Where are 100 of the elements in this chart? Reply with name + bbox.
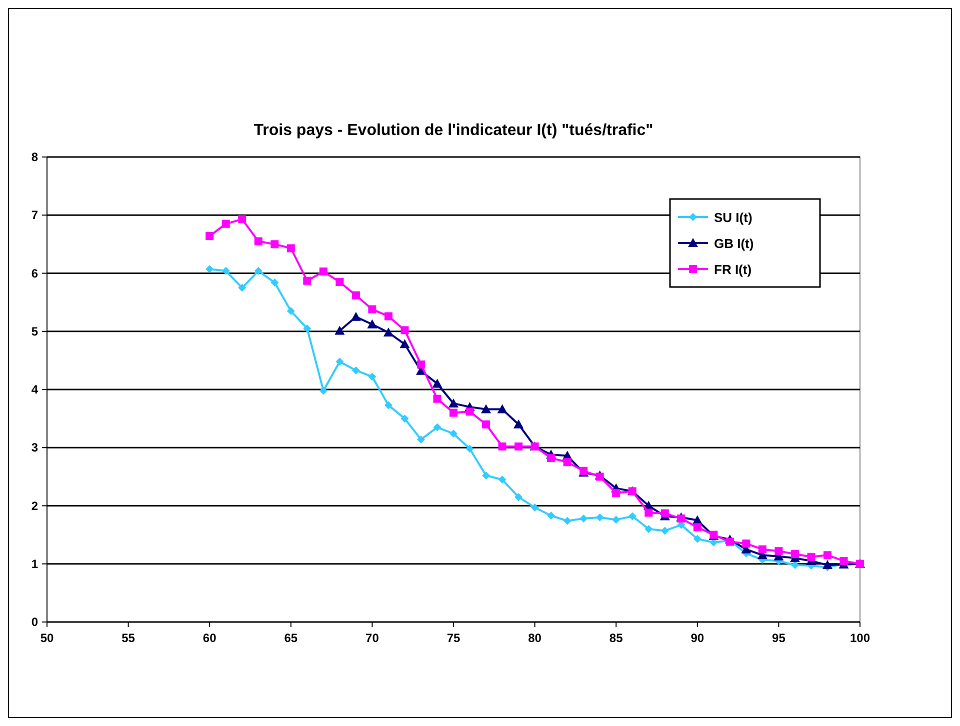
point	[530, 503, 539, 512]
point	[286, 244, 295, 252]
point	[432, 378, 442, 388]
point	[400, 339, 410, 348]
point	[823, 551, 832, 560]
y-tick-label: 0	[31, 615, 38, 629]
point	[238, 215, 246, 224]
point	[677, 514, 686, 523]
point	[758, 545, 766, 554]
x-tick-label: 80	[528, 631, 542, 645]
legend-label: FR I(t)	[714, 262, 752, 277]
y-tick-label: 7	[31, 208, 38, 222]
legend-label: GB I(t)	[714, 236, 754, 251]
point	[693, 523, 702, 532]
y-tick-label: 2	[31, 498, 38, 513]
point	[498, 442, 506, 450]
point	[238, 284, 246, 292]
point	[774, 547, 783, 556]
point	[350, 312, 361, 321]
point	[206, 232, 214, 240]
point	[790, 561, 799, 570]
point	[612, 516, 620, 524]
chart-title: Trois pays - Evolution de l'indicateur I(t) "tués/trafic"	[254, 122, 654, 139]
point	[222, 266, 230, 275]
point	[466, 444, 474, 453]
y-tick-label: 5	[31, 324, 38, 338]
point	[644, 525, 653, 533]
point	[286, 307, 295, 316]
point	[368, 305, 376, 314]
point	[368, 372, 376, 381]
point	[336, 278, 344, 286]
point	[807, 552, 816, 561]
point	[416, 360, 425, 369]
point	[367, 319, 378, 328]
x-tick-label: 100	[850, 631, 870, 645]
point	[206, 265, 214, 274]
x-tick-label: 50	[40, 631, 54, 645]
point	[481, 404, 492, 414]
point	[466, 408, 474, 416]
point	[563, 516, 572, 525]
y-tick-label: 8	[31, 150, 38, 164]
point	[384, 312, 392, 320]
point	[416, 435, 425, 444]
point	[628, 512, 636, 520]
point	[693, 534, 702, 543]
point	[822, 560, 832, 570]
point	[352, 366, 360, 374]
point	[547, 454, 556, 462]
point	[384, 401, 392, 410]
point	[742, 540, 750, 548]
x-tick-label: 65	[284, 631, 298, 645]
point	[254, 266, 262, 275]
point	[482, 420, 490, 428]
point	[334, 326, 345, 335]
point	[303, 276, 312, 285]
point	[450, 408, 458, 417]
point	[547, 512, 556, 520]
x-tick-label: 85	[609, 631, 624, 645]
point	[497, 404, 508, 414]
y-tick-label: 3	[31, 440, 38, 455]
point	[400, 326, 409, 334]
point	[660, 509, 669, 518]
point	[319, 386, 328, 395]
point	[270, 278, 279, 287]
point	[612, 488, 620, 497]
legend-label: SU I(t)	[714, 210, 752, 225]
point	[383, 328, 394, 337]
point	[514, 493, 523, 502]
point	[514, 442, 523, 450]
point	[433, 394, 442, 403]
point	[644, 508, 653, 517]
point	[433, 423, 442, 432]
y-tick-label: 1	[31, 556, 38, 571]
point	[482, 472, 490, 480]
point	[450, 430, 458, 438]
x-tick-label: 55	[122, 631, 136, 645]
point	[336, 358, 344, 366]
point	[514, 419, 524, 428]
point	[580, 514, 588, 523]
point	[319, 268, 328, 276]
point	[254, 237, 262, 246]
point	[448, 398, 458, 408]
point	[563, 458, 572, 466]
point	[660, 526, 669, 535]
x-tick-label: 90	[690, 631, 704, 645]
x-tick-label: 60	[202, 631, 217, 645]
point	[270, 240, 279, 248]
y-tick-label: 4	[31, 382, 38, 396]
point	[400, 414, 409, 423]
point	[222, 220, 230, 228]
point	[303, 324, 312, 332]
point	[840, 556, 848, 565]
point	[596, 513, 604, 522]
x-tick-label: 75	[446, 631, 460, 645]
x-tick-label: 95	[772, 631, 786, 645]
x-tick-label: 70	[366, 631, 380, 645]
point	[498, 476, 506, 484]
y-tick-label: 6	[31, 266, 38, 280]
point	[352, 291, 360, 300]
point	[790, 550, 799, 558]
